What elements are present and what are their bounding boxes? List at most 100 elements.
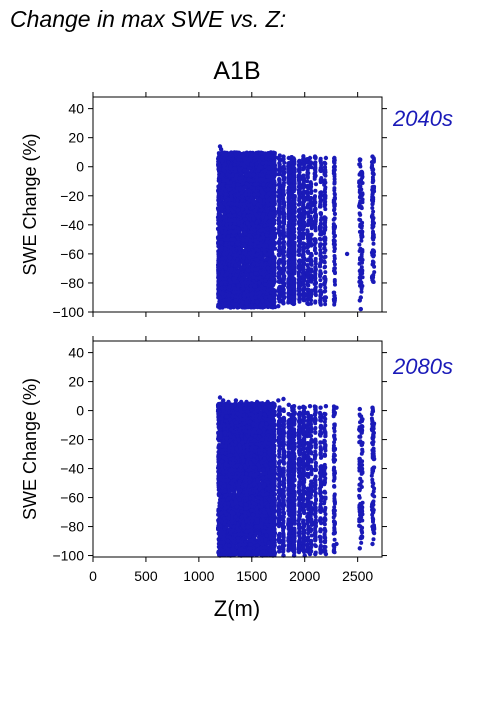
scatter-point bbox=[271, 246, 276, 251]
scatter-point bbox=[251, 224, 256, 228]
scatter-point bbox=[247, 233, 252, 238]
scatter-point bbox=[250, 173, 255, 177]
scatter-point bbox=[227, 284, 232, 289]
scatter-point bbox=[261, 270, 266, 274]
scatter-point bbox=[244, 209, 249, 214]
scatter-point bbox=[271, 293, 276, 298]
scatter-point bbox=[217, 252, 222, 256]
scatter-point bbox=[239, 223, 244, 228]
scatter-point bbox=[261, 182, 266, 187]
scatter-point bbox=[217, 151, 222, 156]
scatter-point bbox=[272, 187, 277, 192]
scatter-point bbox=[253, 271, 258, 276]
scatter-point bbox=[231, 225, 235, 230]
scatter-point bbox=[227, 297, 232, 302]
scatter-point bbox=[229, 190, 234, 195]
scatter-point bbox=[223, 189, 228, 193]
scatter-point bbox=[251, 217, 256, 222]
scatter-point bbox=[272, 214, 277, 219]
scatter-point bbox=[267, 259, 272, 264]
scatter-point bbox=[268, 183, 273, 188]
scatter-point bbox=[236, 161, 241, 166]
scatter-point bbox=[260, 173, 265, 178]
scatter-point bbox=[240, 207, 245, 212]
scatter-point bbox=[268, 211, 273, 216]
scatter-point bbox=[272, 206, 277, 211]
scatter-point bbox=[266, 187, 270, 192]
scatter-point bbox=[271, 255, 276, 260]
scatter-point bbox=[222, 280, 227, 285]
scatter-point bbox=[235, 242, 240, 247]
scatter-point bbox=[220, 256, 225, 261]
scatter-point bbox=[236, 269, 241, 274]
scatter-point bbox=[255, 267, 260, 271]
scatter-point bbox=[259, 207, 264, 212]
scatter-point bbox=[234, 173, 239, 178]
scatter-point bbox=[259, 150, 264, 155]
scatter-point bbox=[222, 211, 227, 216]
scatter-point bbox=[237, 167, 242, 172]
scatter-point bbox=[254, 161, 259, 166]
scatter-point bbox=[245, 263, 250, 268]
scatter-point bbox=[258, 291, 262, 296]
scatter-point bbox=[248, 213, 253, 218]
scatter-point bbox=[216, 295, 221, 300]
scatter-point bbox=[264, 256, 269, 261]
scatter-point bbox=[254, 220, 259, 225]
scatter-point bbox=[220, 270, 225, 275]
scatter-point bbox=[242, 275, 247, 280]
scatter-point bbox=[245, 221, 250, 226]
scatter-point bbox=[272, 184, 277, 189]
scatter-point bbox=[227, 245, 232, 249]
scatter-point bbox=[272, 226, 277, 231]
scatter-point bbox=[223, 247, 228, 252]
scatter-point bbox=[219, 281, 224, 286]
scatter-point bbox=[225, 237, 230, 242]
scatter-point bbox=[249, 294, 254, 298]
scatter-point bbox=[267, 165, 271, 170]
scatter-points-2040s bbox=[215, 144, 377, 312]
scatter-point bbox=[252, 192, 257, 197]
scatter-point bbox=[271, 263, 276, 268]
scatter-point bbox=[262, 198, 267, 203]
scatter-point bbox=[228, 280, 233, 285]
scatter-point bbox=[219, 276, 224, 280]
scatter-point bbox=[227, 187, 232, 192]
scatter-point bbox=[261, 177, 266, 182]
scatter-point bbox=[217, 167, 222, 172]
scatter-point bbox=[216, 235, 221, 240]
scatter-point bbox=[221, 215, 226, 220]
scatter-point bbox=[245, 161, 250, 166]
scatter-point bbox=[225, 205, 230, 210]
scatter-point bbox=[216, 208, 221, 213]
scatter-point bbox=[248, 241, 253, 246]
figure-title: Change in max SWE vs. Z: bbox=[10, 6, 286, 32]
scatter-point bbox=[257, 275, 262, 280]
scatter-point bbox=[216, 162, 221, 166]
scatter-point bbox=[226, 293, 231, 298]
scatter-point bbox=[232, 213, 237, 218]
scatter-point bbox=[261, 235, 266, 240]
scatter-point bbox=[236, 283, 241, 288]
scatter-point bbox=[248, 251, 252, 255]
scatter-point bbox=[239, 190, 244, 195]
scatter-point bbox=[242, 265, 247, 270]
scatter-point bbox=[270, 198, 275, 203]
scatter-point bbox=[230, 293, 235, 298]
scatter-point bbox=[231, 183, 236, 188]
scatter-point bbox=[254, 213, 259, 218]
scatter-point bbox=[260, 304, 265, 309]
scenario-title: A1B bbox=[213, 57, 260, 85]
scatter-point bbox=[271, 169, 276, 174]
scatter-point bbox=[257, 280, 262, 285]
scatter-point bbox=[271, 150, 276, 155]
scatter-point bbox=[242, 168, 247, 173]
scatter-point bbox=[241, 213, 246, 218]
scatter-point bbox=[253, 295, 258, 300]
scatter-point bbox=[243, 217, 248, 222]
scatter-point bbox=[235, 193, 240, 198]
scatter-point bbox=[272, 279, 277, 284]
scatter-point bbox=[216, 191, 221, 196]
